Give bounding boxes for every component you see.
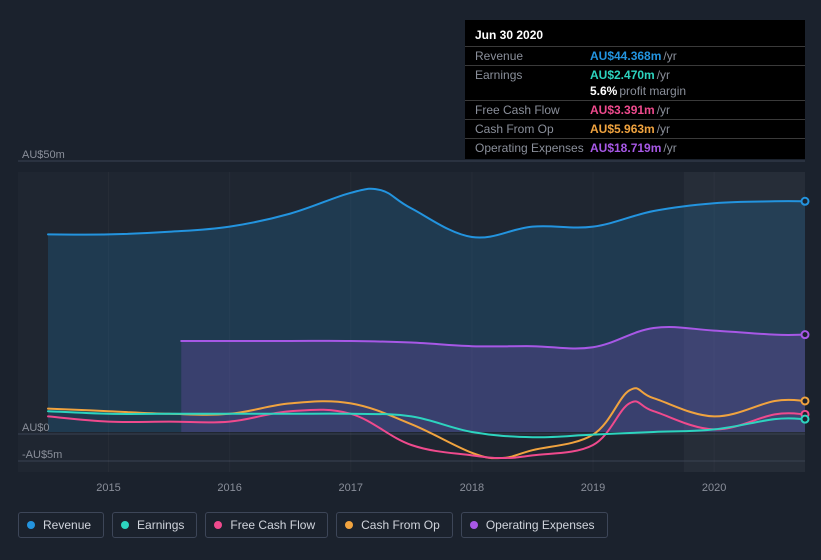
tooltip-row-label: Cash From Op	[475, 122, 590, 136]
end-marker-revenue	[802, 198, 809, 205]
legend-dot-icon	[121, 521, 129, 529]
tooltip-row-value: AU$2.470m	[590, 68, 655, 82]
y-axis-label: AU$0	[22, 422, 50, 434]
tooltip-row: Operating ExpensesAU$18.719m/yr	[465, 138, 805, 157]
y-axis-label: AU$50m	[22, 149, 65, 161]
legend-dot-icon	[214, 521, 222, 529]
tooltip-row-label: Earnings	[475, 68, 590, 82]
legend-item-cashop[interactable]: Cash From Op	[336, 512, 453, 538]
tooltip-row-value: 5.6%	[590, 84, 617, 98]
legend-dot-icon	[345, 521, 353, 529]
tooltip-row-unit: /yr	[657, 103, 670, 117]
end-marker-cashop	[802, 397, 809, 404]
x-axis-label: 2015	[96, 482, 120, 494]
tooltip-row-value: AU$5.963m	[590, 122, 655, 136]
tooltip-row-unit: /yr	[657, 68, 670, 82]
tooltip-row: RevenueAU$44.368m/yr	[465, 46, 805, 65]
end-marker-opex	[802, 331, 809, 338]
tooltip-row-unit: /yr	[657, 122, 670, 136]
y-axis-label: -AU$5m	[22, 449, 62, 461]
data-tooltip: Jun 30 2020 RevenueAU$44.368m/yrEarnings…	[465, 20, 805, 159]
legend-item-label: Cash From Op	[361, 518, 440, 532]
tooltip-row: Free Cash FlowAU$3.391m/yr	[465, 100, 805, 119]
x-axis-label: 2019	[581, 482, 605, 494]
x-axis-label: 2018	[460, 482, 484, 494]
legend-dot-icon	[470, 521, 478, 529]
tooltip-row-label: Free Cash Flow	[475, 103, 590, 117]
tooltip-row-label: Operating Expenses	[475, 141, 590, 155]
tooltip-row-value: AU$18.719m	[590, 141, 661, 155]
tooltip-row-unit: /yr	[663, 49, 676, 63]
tooltip-row-value: AU$44.368m	[590, 49, 661, 63]
chart-legend: Revenue Earnings Free Cash Flow Cash From O…	[18, 512, 608, 538]
tooltip-row-label: Revenue	[475, 49, 590, 63]
x-axis-label: 2016	[217, 482, 241, 494]
tooltip-date: Jun 30 2020	[465, 26, 805, 46]
legend-item-label: Revenue	[43, 518, 91, 532]
tooltip-row: 5.6%profit margin	[465, 84, 805, 100]
end-marker-earnings	[802, 416, 809, 423]
x-axis-label: 2017	[339, 482, 363, 494]
tooltip-row: Cash From OpAU$5.963m/yr	[465, 119, 805, 138]
legend-item-revenue[interactable]: Revenue	[18, 512, 104, 538]
tooltip-row: EarningsAU$2.470m/yr	[465, 65, 805, 84]
legend-item-label: Earnings	[137, 518, 184, 532]
tooltip-row-value: AU$3.391m	[590, 103, 655, 117]
tooltip-row-unit: /yr	[663, 141, 676, 155]
x-axis-label: 2020	[702, 482, 726, 494]
tooltip-row-unit: profit margin	[619, 84, 686, 98]
legend-item-fcf[interactable]: Free Cash Flow	[205, 512, 328, 538]
legend-item-opex[interactable]: Operating Expenses	[461, 512, 608, 538]
legend-item-label: Free Cash Flow	[230, 518, 315, 532]
legend-item-earnings[interactable]: Earnings	[112, 512, 197, 538]
legend-item-label: Operating Expenses	[486, 518, 595, 532]
legend-dot-icon	[27, 521, 35, 529]
